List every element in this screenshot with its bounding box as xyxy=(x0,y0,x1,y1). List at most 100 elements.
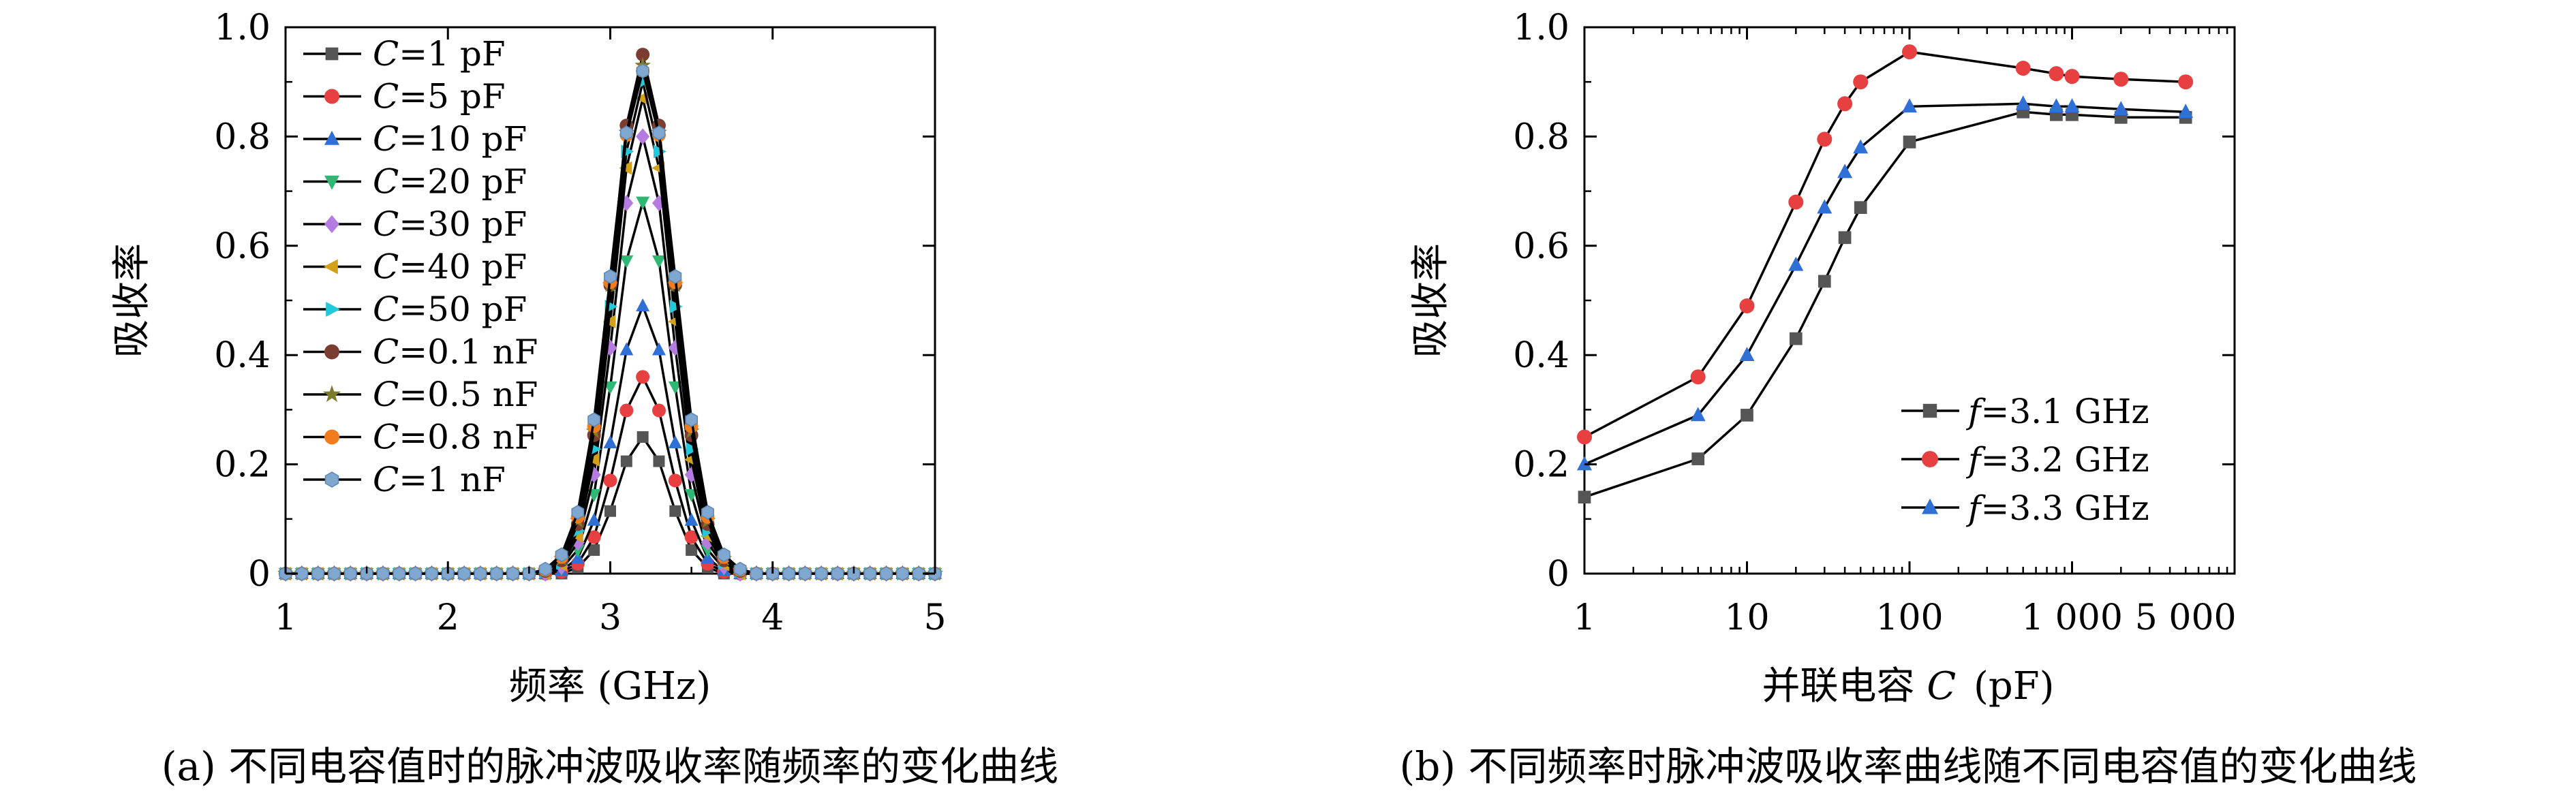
panel-a: 00.20.40.60.81.01 2 3 4 5 C=1 pFC=5 pFC=10 p… xyxy=(110,7,1058,790)
series-point-a xyxy=(668,473,682,488)
legend-label-a-var: C xyxy=(373,162,399,202)
legend-label-a-value: =40 pF xyxy=(399,247,527,287)
series-point-b xyxy=(1739,347,1755,361)
legend-marker-a xyxy=(324,89,339,104)
series-point-a xyxy=(798,566,812,581)
series-point-a xyxy=(652,125,666,140)
series-point-a xyxy=(538,561,552,577)
legend-marker-b xyxy=(1922,498,1938,514)
series-line-b xyxy=(1584,50,2186,439)
series-point-a xyxy=(457,566,471,581)
series-point-a xyxy=(686,442,699,456)
series-point-a xyxy=(636,196,650,210)
series-point-a xyxy=(669,299,683,313)
series-point-b xyxy=(1578,490,1591,504)
series-point-a xyxy=(701,505,714,520)
x-axis-title-b: 并联电容 C (pF) xyxy=(1762,664,2055,708)
legend-label-a-var: C xyxy=(373,247,399,287)
legend-label-a-var: C xyxy=(373,119,399,159)
series-point-b xyxy=(1853,139,1869,154)
series-point-a xyxy=(636,63,649,79)
y-tick-label-b: 1.0 xyxy=(1513,7,1569,48)
series-point-a xyxy=(636,370,650,384)
series-point-b xyxy=(1690,407,1706,422)
series-point-a xyxy=(686,544,698,556)
legend-label-a-var: C xyxy=(373,375,399,414)
legend-label-a-var: C xyxy=(373,460,399,499)
series-point-a xyxy=(328,566,341,581)
y-tick-label-a: 1.0 xyxy=(214,7,271,48)
series-point-a xyxy=(863,566,877,581)
x-tick-label-a: 4 xyxy=(761,597,784,638)
series-point-a xyxy=(636,128,650,145)
legend-marker-a xyxy=(322,385,341,403)
series-point-a xyxy=(603,435,617,449)
series-point-a xyxy=(831,566,844,581)
series-point-b xyxy=(2049,66,2064,82)
series-point-a xyxy=(895,566,909,581)
series-point-a xyxy=(490,566,504,581)
series-point-a xyxy=(588,544,600,556)
x-axis-title-a: 频率 (GHz) xyxy=(509,664,711,708)
y-axis-title-b: 吸收率 xyxy=(1409,243,1453,358)
legend-label-a-var: C xyxy=(373,204,399,244)
legend-label-b: f=3.1 GHz xyxy=(1965,392,2149,431)
legend-label-a-value: =1 pF xyxy=(399,34,505,74)
series-point-a xyxy=(311,566,325,581)
x-tick-label-a: 3 xyxy=(599,597,622,638)
legend-label-a: C=1 pF xyxy=(373,34,506,74)
legend-label-a-value: =50 pF xyxy=(399,290,527,329)
series-point-b xyxy=(2064,98,2080,113)
x-tick-label-b: 5 000 xyxy=(2135,597,2237,638)
panel-b: 0 0.2 0.4 0.6 0.8 1.0 1 10 100 1 000 5 000 f=3.1 G… xyxy=(1400,7,2417,790)
x-axis-title-b-text: 并联电容 xyxy=(1762,664,1915,708)
series-point-a xyxy=(668,435,682,449)
series-point-a xyxy=(651,342,666,356)
series-point-b xyxy=(2178,104,2194,119)
series-point-b xyxy=(1817,131,1833,147)
legend-label-b: f=3.2 GHz xyxy=(1965,440,2149,480)
series-point-a xyxy=(555,547,568,563)
legend-label-a-value: =5 pF xyxy=(399,77,505,116)
series-point-b xyxy=(2015,95,2031,110)
y-tick-label-a: 0 xyxy=(248,554,271,595)
series-point-a xyxy=(571,505,585,520)
series-point-b xyxy=(1788,256,1804,271)
axes-a: 0 0.2 0.4 0.6 0.8 1.0 1 2 3 4 5 xyxy=(214,7,946,638)
series-point-a xyxy=(750,566,763,581)
legend-label-a: C=5 pF xyxy=(373,77,506,116)
legend-label-b: f=3.3 GHz xyxy=(1965,488,2149,528)
series-point-a xyxy=(587,412,601,427)
x-tick-label-b: 100 xyxy=(1875,597,1943,638)
legend-label-a-var: C xyxy=(373,418,399,457)
series-point-b xyxy=(2113,101,2129,116)
legend-label-a: C=0.5 nF xyxy=(373,375,538,414)
y-tick-label-a: 0.2 xyxy=(214,445,271,486)
series-point-a xyxy=(506,566,519,581)
series-line-b xyxy=(1584,110,2186,499)
series-point-a xyxy=(603,381,617,394)
legend-label-a-var: C xyxy=(373,332,399,372)
x-tick-label-b: 10 xyxy=(1724,597,1769,638)
series-point-a xyxy=(619,403,634,418)
series-point-a xyxy=(295,566,309,581)
legend-marker-a xyxy=(323,259,338,275)
series-point-b xyxy=(2049,98,2064,113)
series-point-a xyxy=(425,566,438,581)
series-point-a xyxy=(587,530,601,544)
legend-marker-b xyxy=(1922,451,1938,467)
y-tick-label-b: 0 xyxy=(1547,554,1569,595)
x-tick-label-a: 1 xyxy=(274,597,296,638)
series-point-a xyxy=(636,298,650,312)
series-point-b xyxy=(1902,98,1917,113)
series-point-b xyxy=(1817,199,1833,214)
series-point-b xyxy=(1837,96,1853,112)
series-point-a xyxy=(880,566,893,581)
series-point-a xyxy=(409,566,423,581)
legend-marker-a xyxy=(324,429,339,445)
series-point-a xyxy=(717,547,731,563)
y-tick-label-a: 0.8 xyxy=(214,116,271,157)
legend-marker-a xyxy=(324,130,339,145)
y-tick-label-b: 0.6 xyxy=(1513,226,1569,267)
